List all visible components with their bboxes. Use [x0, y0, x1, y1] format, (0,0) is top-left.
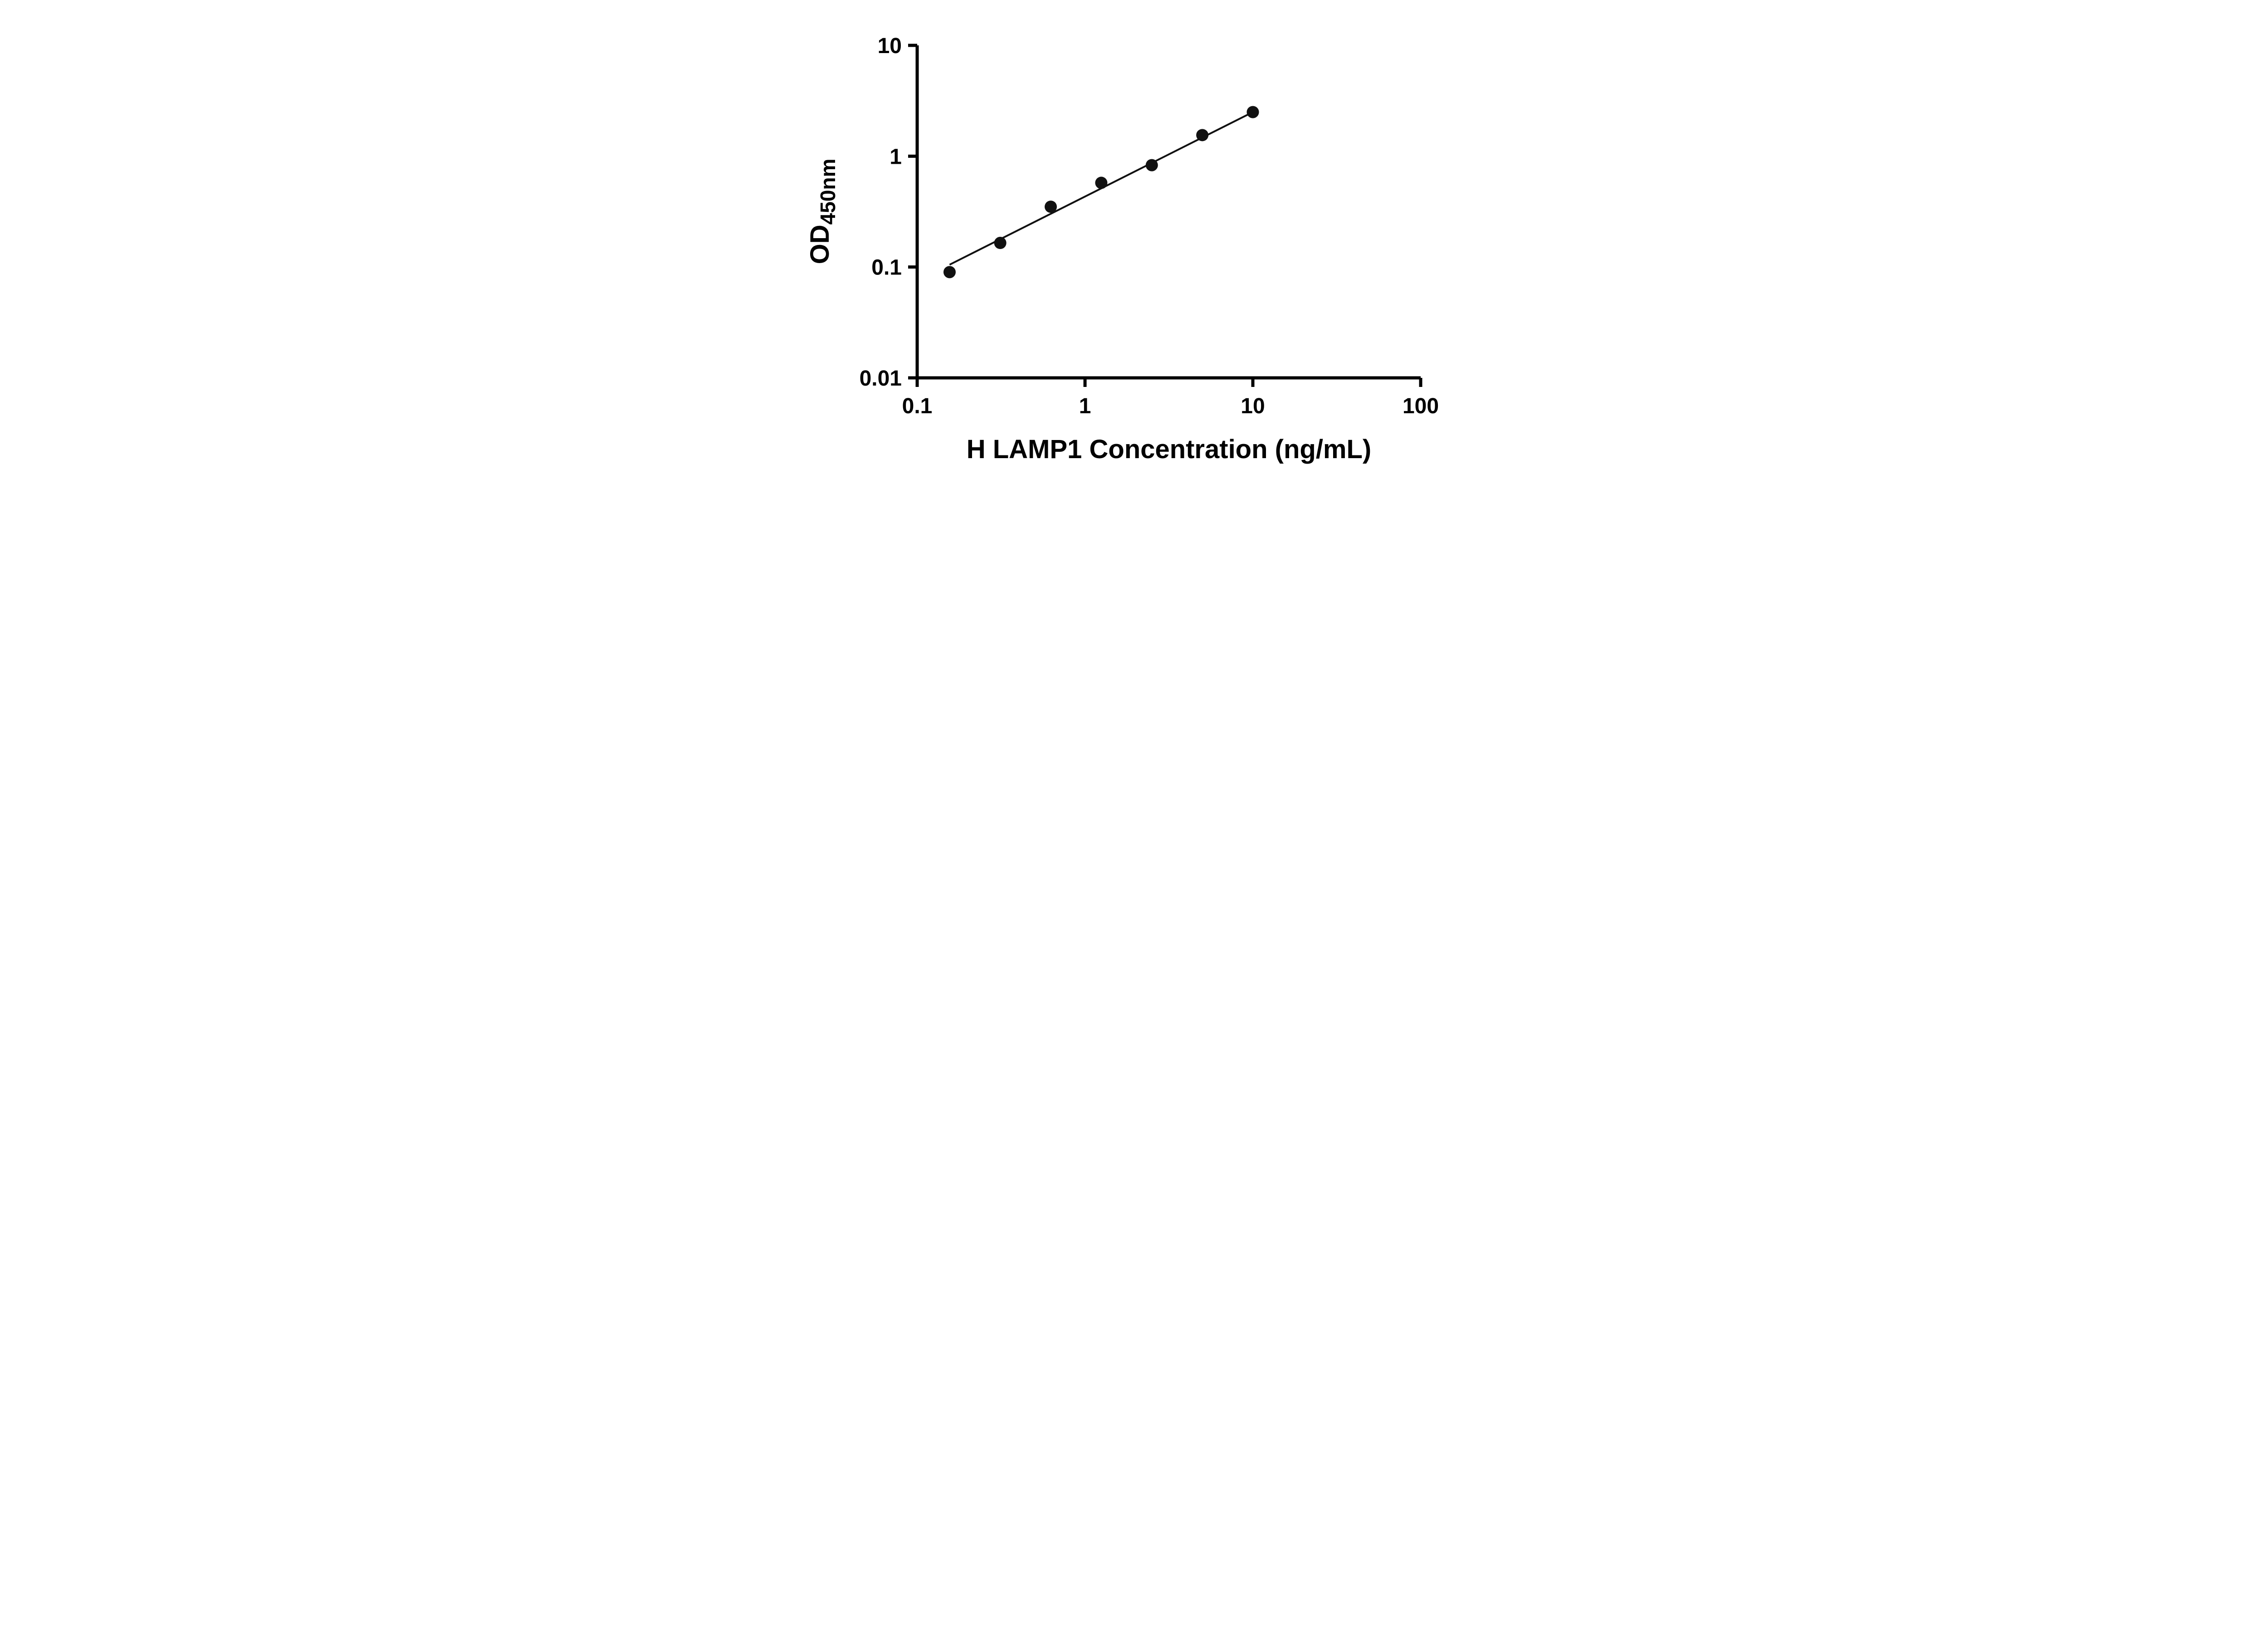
x-axis-title: H LAMP1 Concentration (ng/mL)	[967, 435, 1372, 464]
x-tick-label: 0.1	[902, 394, 933, 418]
y-tick-label: 0.01	[860, 367, 902, 391]
data-point	[1044, 200, 1057, 213]
data-point	[1095, 176, 1108, 189]
y-tick-label: 0.1	[871, 256, 902, 280]
data-point	[1246, 106, 1259, 118]
data-point	[943, 266, 956, 279]
x-tick-label: 100	[1403, 394, 1439, 418]
axes	[915, 45, 1421, 380]
data-point	[1145, 159, 1158, 171]
y-tick-label: 1	[890, 145, 902, 169]
y-axis-title: OD450nm	[805, 159, 840, 264]
x-tick-label: 10	[1241, 394, 1265, 418]
data-point	[994, 237, 1007, 249]
data-point	[1196, 129, 1209, 142]
y-axis-title-main: OD	[805, 225, 835, 264]
y-tick-label: 10	[878, 34, 902, 58]
y-axis-title-subscript: 450nm	[816, 159, 840, 225]
elisa-standard-curve-figure: 0.1 1 10 100 0.01 0.1 1 10 H LAMP1 Concentratio…	[783, 0, 1485, 490]
x-tick-label: 1	[1079, 394, 1091, 418]
